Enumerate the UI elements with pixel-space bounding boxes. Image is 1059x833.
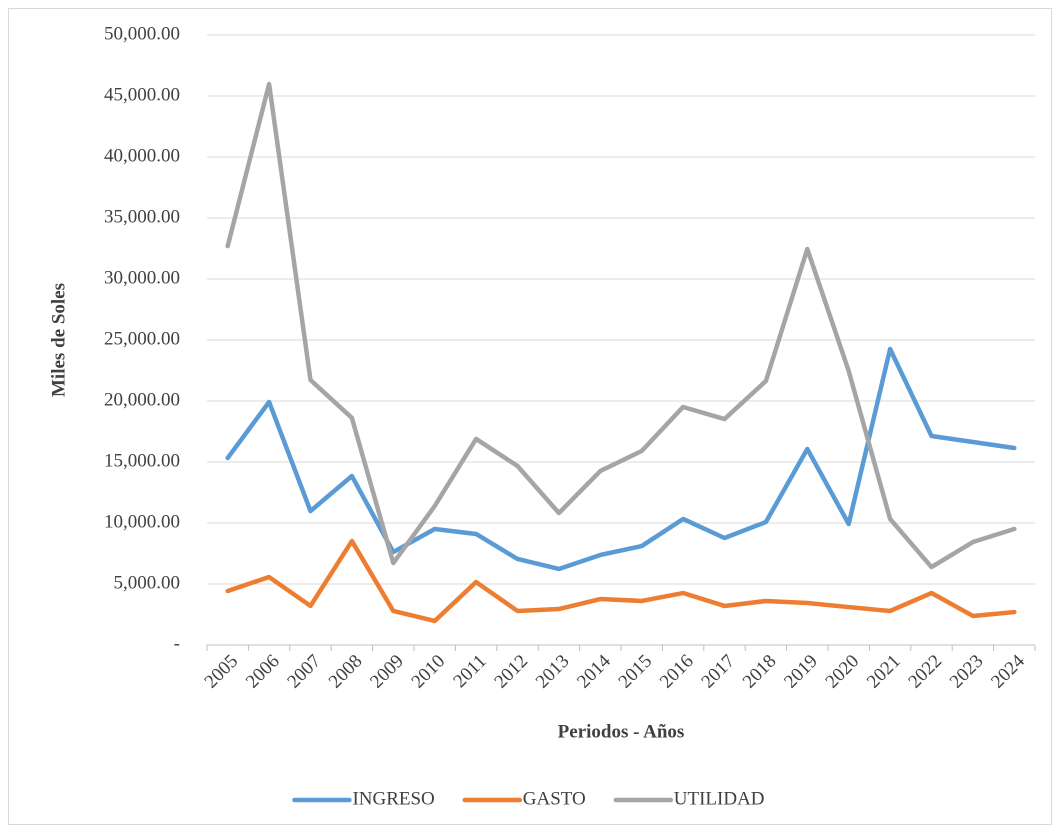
x-axis-title: Periodos - Años	[558, 721, 685, 742]
line-series	[225, 346, 1017, 572]
y-tick-label: 15,000.00	[104, 450, 180, 471]
line-series	[225, 81, 1017, 570]
y-tick-label: 40,000.00	[104, 145, 180, 166]
y-tick-label: 25,000.00	[104, 328, 180, 349]
chart-border	[8, 8, 1052, 825]
y-tick-label: 45,000.00	[104, 84, 180, 105]
y-axis-title: Miles de Soles	[48, 283, 69, 397]
legend-label: INGRESO	[352, 788, 434, 809]
y-tick-label: -	[174, 633, 180, 654]
y-tick-label: 50,000.00	[104, 23, 180, 44]
y-tick-label: 35,000.00	[104, 206, 180, 227]
legend-label: UTILIDAD	[674, 788, 765, 809]
line-series	[225, 538, 1017, 624]
y-tick-label: 5,000.00	[114, 572, 181, 593]
y-tick-label: 20,000.00	[104, 389, 180, 410]
y-tick-label: 30,000.00	[104, 267, 180, 288]
legend-label: GASTO	[523, 788, 586, 809]
y-tick-label: 10,000.00	[104, 511, 180, 532]
